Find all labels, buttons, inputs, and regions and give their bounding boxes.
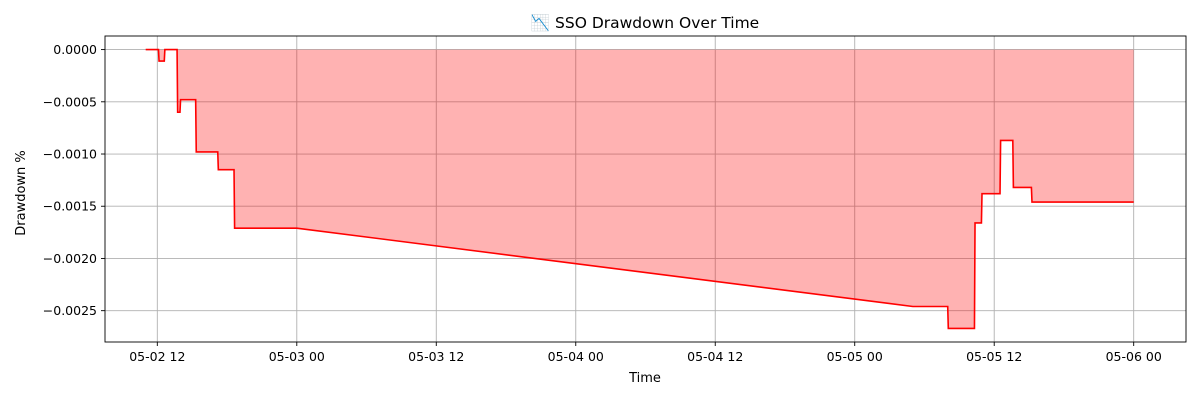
y-tick-label: −0.0015 xyxy=(43,199,97,214)
data-layer xyxy=(145,48,1134,330)
grid-layer xyxy=(105,36,1186,342)
x-tick-label: 05-05 12 xyxy=(966,349,1022,364)
axes-layer: 05-02 12 05-03 00 05-03 12 05-04 00 05-04 12… xyxy=(43,35,1187,364)
y-tick-label: −0.0025 xyxy=(43,303,97,318)
y-tick-label: −0.0010 xyxy=(43,147,97,162)
chart-title: 📉 SSO Drawdown Over Time xyxy=(531,13,759,32)
x-tick-label: 05-03 00 xyxy=(269,349,325,364)
drawdown-line xyxy=(145,48,1134,330)
x-tick-label: 05-05 00 xyxy=(827,349,883,364)
y-axis-label: Drawdown % xyxy=(14,150,29,236)
x-tick-label: 05-02 12 xyxy=(129,349,185,364)
x-axis-label: Time xyxy=(628,371,661,386)
y-tick-label: −0.0020 xyxy=(43,251,97,266)
y-tick-label: −0.0005 xyxy=(43,94,97,109)
x-tick-label: 05-06 00 xyxy=(1106,349,1162,364)
drawdown-area xyxy=(145,49,1134,329)
x-tick-label: 05-04 00 xyxy=(548,349,604,364)
x-tick-label: 05-04 12 xyxy=(687,349,743,364)
y-tick-label: 0.0000 xyxy=(53,42,97,57)
plot-frame xyxy=(104,35,1187,343)
x-tick-label: 05-03 12 xyxy=(408,349,464,364)
